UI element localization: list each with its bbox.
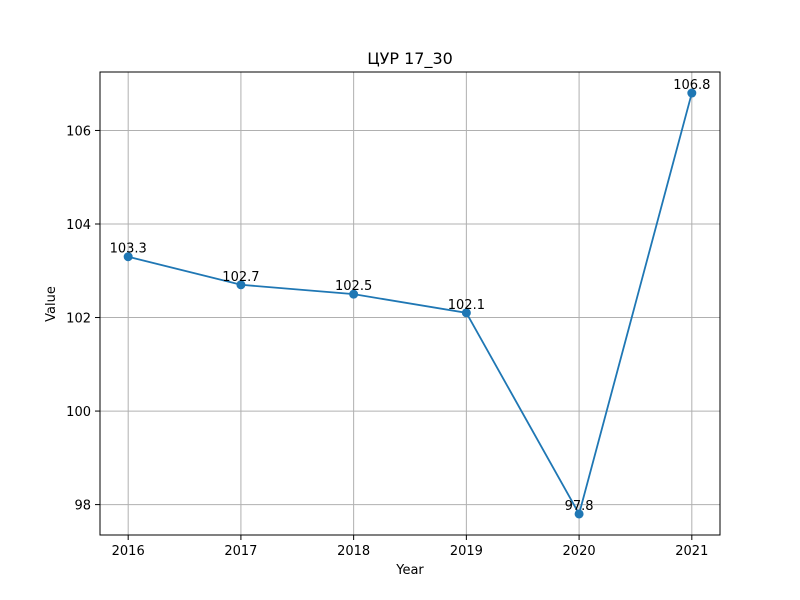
data-label: 97.8: [565, 499, 594, 514]
chart-title: ЦУР 17_30: [367, 49, 453, 69]
data-label: 103.3: [110, 242, 147, 257]
series-layer: [123, 88, 697, 519]
grid: [100, 72, 720, 535]
data-point: [574, 509, 584, 519]
x-tick-label: 2018: [337, 544, 370, 559]
data-point: [123, 252, 133, 262]
axis-ticks: 2016 2017 2018 2019 2020 2021 98 100 102 104 106: [66, 124, 708, 559]
x-tick-label: 2019: [450, 544, 483, 559]
y-tick-label: 98: [74, 499, 91, 514]
y-tick-label: 106: [66, 124, 91, 139]
y-tick-label: 102: [66, 312, 91, 327]
x-tick-label: 2020: [563, 544, 596, 559]
x-tick-label: 2021: [675, 544, 708, 559]
data-label: 106.8: [673, 78, 710, 93]
data-label: 102.5: [335, 279, 372, 294]
plot-area-frame: [99, 71, 721, 536]
series-line: [127, 92, 693, 517]
data-labels: 103.3 102.7 102.5 102.1 97.8 106.8: [110, 78, 711, 514]
data-point: [236, 280, 246, 290]
y-tick-label: 100: [66, 405, 91, 420]
data-point: [687, 88, 697, 98]
data-point: [349, 289, 359, 299]
y-axis-label: Value: [44, 286, 59, 322]
y-tick-label: 104: [66, 218, 91, 233]
data-label: 102.7: [222, 270, 259, 285]
x-tick-label: 2017: [224, 544, 257, 559]
data-label: 102.1: [448, 298, 485, 313]
data-point: [461, 308, 471, 318]
x-axis-label: Year: [395, 563, 424, 578]
x-tick-label: 2016: [112, 544, 145, 559]
